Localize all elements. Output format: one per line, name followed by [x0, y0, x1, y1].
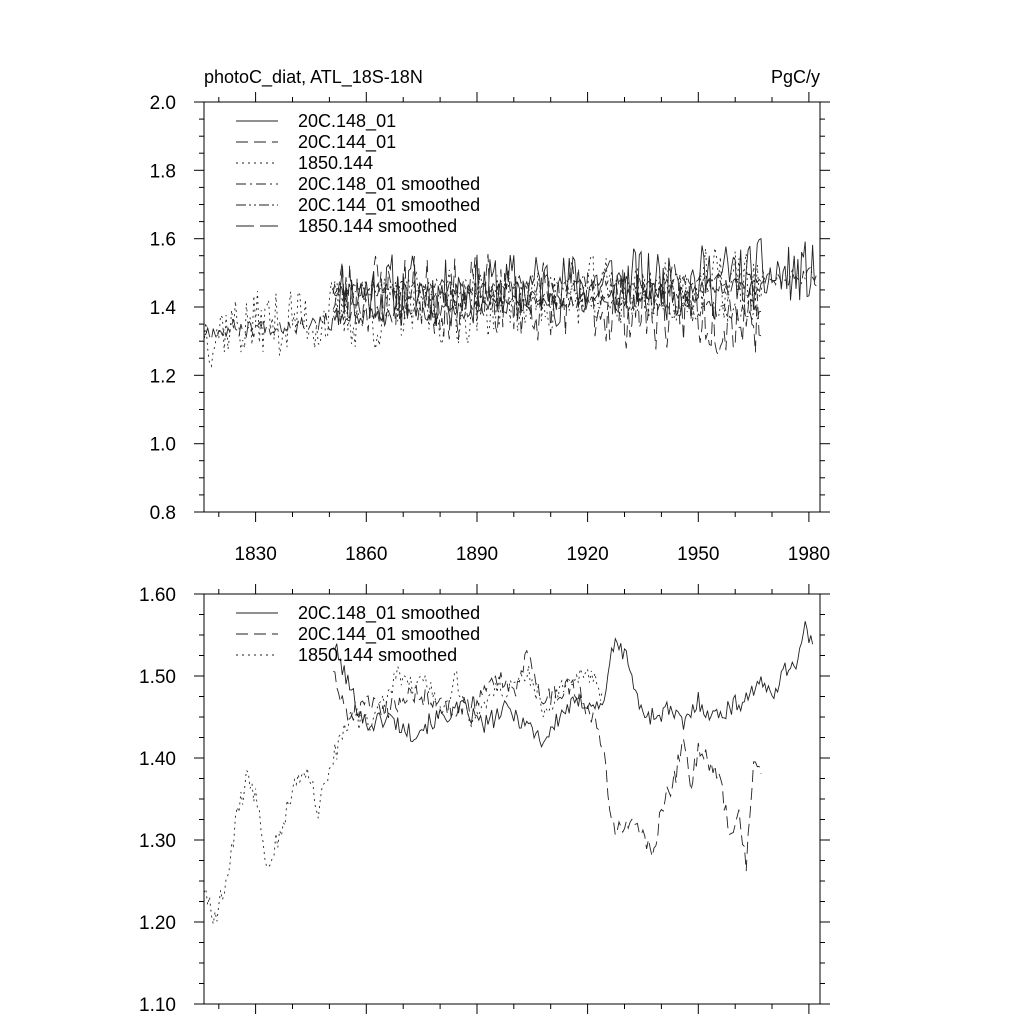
y-tick-label: 2.0 [150, 93, 176, 114]
series-line-1850-144-smoothed [204, 664, 603, 924]
y-tick-label: 1.6 [150, 230, 176, 251]
top-axes: 0.8 1.0 1.2 1.4 1.6 1.8 2.0 1830 1860 1890 1920 195… [150, 92, 830, 565]
x-tick-label: 1890 [456, 544, 498, 565]
y-tick-label: 1.8 [150, 161, 176, 182]
series-line-20c-148-01-smoothed [332, 266, 817, 299]
series-line-20c-144-01-smoothed [332, 649, 762, 872]
x-tick-label: 1980 [788, 544, 830, 565]
x-tick-label: 1830 [235, 544, 277, 565]
top-panel: photoC_diat, ATL_18S-18N PgC/y 0.8 1.0 1.2… [150, 67, 830, 565]
y-tick-label: 0.8 [150, 503, 176, 524]
legend-label: 1850.144 smoothed [298, 216, 457, 236]
series-line-20c-144-01-smoothed [332, 280, 762, 323]
series-line-20c-148-01-smoothed [332, 621, 814, 749]
y-tick-label: 1.30 [139, 831, 176, 852]
legend-label: 20C.148_01 [298, 111, 396, 132]
plot-frame [203, 101, 821, 513]
legend-label: 20C.144_01 smoothed [298, 624, 480, 645]
y-tick-label: 1.20 [139, 913, 176, 934]
legend-label: 20C.148_01 smoothed [298, 174, 480, 195]
legend-label: 20C.148_01 smoothed [298, 603, 480, 624]
y-tick-label: 1.60 [139, 585, 176, 606]
y-tick-label: 1.50 [139, 667, 176, 688]
bottom-axes: 1.10 1.20 1.30 1.40 1.50 1.60 [139, 584, 830, 1016]
legend-label: 20C.144_01 [298, 132, 396, 153]
bottom-panel: 1.10 1.20 1.30 1.40 1.50 1.60 20C.148_01 smoo… [139, 584, 830, 1016]
series-line-1850-144 [204, 247, 766, 368]
y-tick-label: 1.40 [139, 749, 176, 770]
top-chart-units: PgC/y [771, 67, 820, 87]
x-tick-label: 1860 [345, 544, 387, 565]
x-tick-label: 1950 [677, 544, 719, 565]
y-tick-label: 1.2 [150, 366, 176, 387]
x-tick-label: 1920 [566, 544, 608, 565]
bottom-series-group [204, 621, 814, 924]
legend-label: 1850.144 [298, 153, 373, 173]
legend-label: 1850.144 smoothed [298, 645, 457, 665]
top-chart-title: photoC_diat, ATL_18S-18N [204, 67, 423, 88]
y-tick-label: 1.10 [139, 995, 176, 1016]
legend-label: 20C.144_01 smoothed [298, 195, 480, 216]
series-line-1850-144-smoothed [204, 277, 765, 342]
y-tick-label: 1.0 [150, 435, 176, 456]
plot-frame [203, 593, 821, 1005]
y-tick-label: 1.4 [150, 298, 177, 319]
top-series-group [204, 237, 817, 368]
series-line-20c-144-01 [332, 254, 762, 356]
